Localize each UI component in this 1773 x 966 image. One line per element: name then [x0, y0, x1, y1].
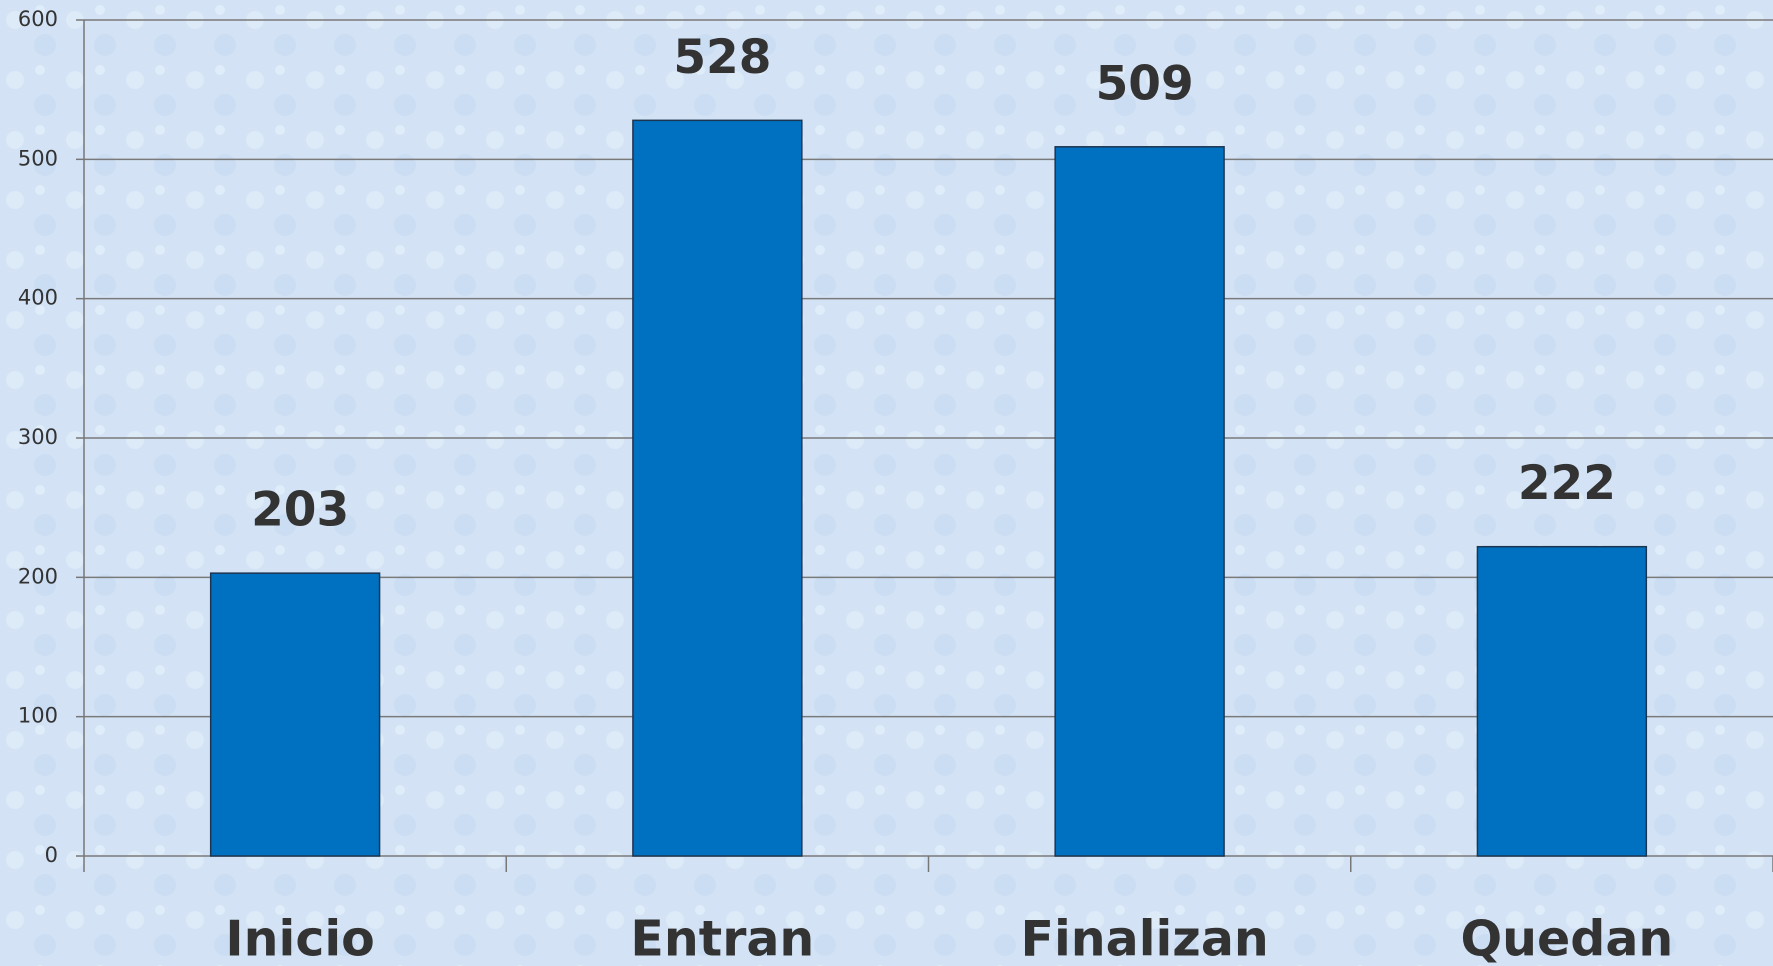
y-tick-label: 100 — [18, 704, 58, 728]
x-tick-label: Quedan — [1460, 911, 1673, 966]
bar — [209, 572, 381, 857]
value-label: 203 — [251, 483, 349, 538]
x-tick-label: Finalizan — [1020, 911, 1268, 966]
y-tick-label: 0 — [45, 843, 58, 867]
value-label: 509 — [1096, 56, 1194, 111]
y-tick-label: 600 — [18, 7, 58, 31]
bar — [1054, 146, 1225, 857]
bar — [1476, 545, 1648, 857]
x-tick-label: Inicio — [225, 911, 374, 966]
y-tick-label: 300 — [18, 425, 58, 449]
y-tick-label: 200 — [18, 564, 58, 588]
bar — [632, 119, 803, 857]
y-tick-label: 400 — [18, 286, 58, 310]
value-label: 528 — [673, 30, 771, 85]
y-tick-label: 500 — [18, 146, 58, 170]
x-tick-label: Entran — [630, 911, 814, 966]
value-label: 222 — [1518, 456, 1616, 511]
